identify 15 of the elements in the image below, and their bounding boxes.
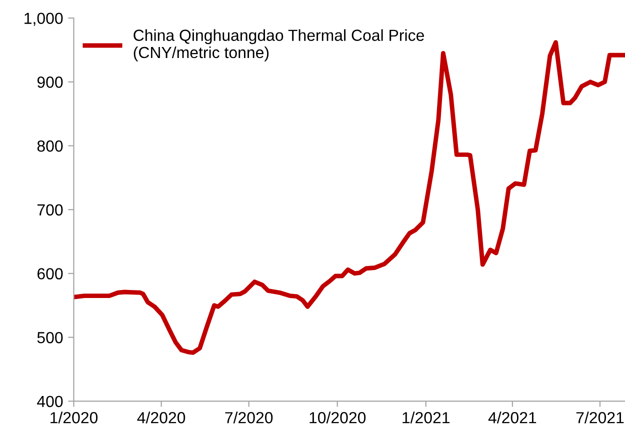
legend-label: China Qinghuangdao Thermal Coal Price (CNY/metric tonne) [134, 29, 424, 62]
y-tick-label: 800 [37, 140, 63, 152]
y-tick-label: 400 [37, 396, 63, 408]
y-tick-label: 900 [37, 76, 63, 88]
x-tick-label: 1/2020 [50, 412, 98, 424]
x-tick-label: 4/2020 [137, 412, 186, 424]
y-tick-label: 1,000 [24, 12, 63, 26]
y-tick-label: 500 [37, 332, 63, 344]
x-tick-label: 1/2021 [402, 412, 450, 424]
x-tick-label: 7/2020 [225, 412, 273, 424]
x-tick-label: 7/2021 [576, 412, 624, 424]
y-tick-label: 600 [38, 268, 63, 280]
x-tick-label: 10/2020 [310, 412, 366, 424]
y-tick-label: 700 [38, 204, 63, 216]
x-tick-label: 4/2021 [488, 412, 536, 424]
